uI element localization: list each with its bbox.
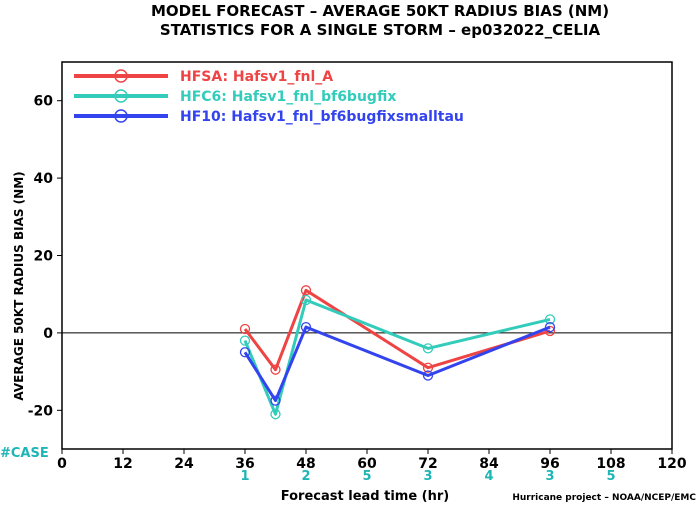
x-tick-label: 96: [540, 456, 559, 472]
x-tick-label: 108: [596, 456, 625, 472]
x-axis-label: Forecast lead time (hr): [281, 489, 449, 504]
series-line: [243, 298, 551, 416]
case-count: 5: [362, 469, 371, 484]
case-count: 3: [545, 469, 554, 484]
legend-label: HF10: Hafsv1_fnl_bf6bugfixsmalltau: [180, 109, 464, 125]
legend-marker: [114, 69, 128, 83]
data-point: [300, 285, 312, 296]
x-tick-label: 36: [235, 456, 254, 472]
case-count: 4: [484, 469, 493, 484]
x-tick-label: 0: [57, 456, 67, 472]
x-tick-label: 48: [296, 456, 315, 472]
series-2: [239, 294, 556, 420]
y-tick-label: 0: [43, 326, 53, 342]
chart-subtitle: STATISTICS FOR A SINGLE STORM – ep032022…: [160, 21, 601, 39]
case-count: 3: [423, 469, 432, 484]
data-point: [544, 321, 556, 333]
data-point: [544, 314, 556, 325]
data-point: [239, 335, 251, 346]
y-tick-label: 60: [34, 94, 54, 110]
case-count: 5: [606, 469, 615, 484]
series-line: [243, 325, 551, 403]
x-tick-label: 120: [657, 456, 686, 472]
data-point: [422, 362, 434, 373]
x-tick-label: 72: [418, 456, 437, 472]
legend-marker: [114, 109, 128, 123]
data-point: [239, 323, 251, 335]
data-point: [239, 347, 251, 358]
case-count: 1: [240, 469, 249, 484]
data-point: [300, 321, 312, 333]
series-1: [239, 285, 556, 375]
legend-marker: [114, 89, 128, 103]
x-tick-label: 60: [357, 456, 377, 472]
case-count: 2: [301, 469, 310, 484]
y-axis-label: AVERAGE 50KT RADIUS BIAS (NM): [12, 171, 26, 400]
data-point: [270, 364, 281, 375]
x-tick-label: 84: [479, 456, 499, 472]
y-tick-label: 40: [34, 171, 54, 187]
data-point: [544, 325, 556, 337]
legend-label: HFSA: Hafsv1_fnl_A: [180, 69, 333, 85]
legend-label: HFC6: Hafsv1_fnl_bf6bugfix: [180, 89, 396, 105]
y-tick-label: 20: [34, 249, 54, 265]
plot-area: 0 12 24 36 48 60 72 84 96 108 120 -20 0 20 40 60: [28, 61, 687, 472]
x-tick-label: 12: [113, 456, 132, 472]
credit-text: Hurricane project – NOAA/NCEP/EMC: [512, 493, 696, 503]
case-label: #CASE: [0, 446, 49, 461]
series-3: [239, 321, 556, 406]
data-point: [270, 409, 281, 420]
data-point: [270, 395, 281, 406]
series-line: [243, 288, 551, 372]
data-point: [422, 343, 434, 354]
chart-title: MODEL FORECAST – AVERAGE 50KT RADIUS BIA…: [151, 2, 609, 20]
data-point: [300, 294, 312, 306]
data-point: [422, 370, 434, 381]
y-tick-label: -20: [28, 403, 54, 419]
legend: HFSA: Hafsv1_fnl_A HFC6: Hafsv1_fnl_bf6bu…: [74, 69, 464, 125]
x-tick-label: 24: [174, 456, 194, 472]
case-counts: 1 2 5 3 4 3 5: [240, 469, 615, 484]
